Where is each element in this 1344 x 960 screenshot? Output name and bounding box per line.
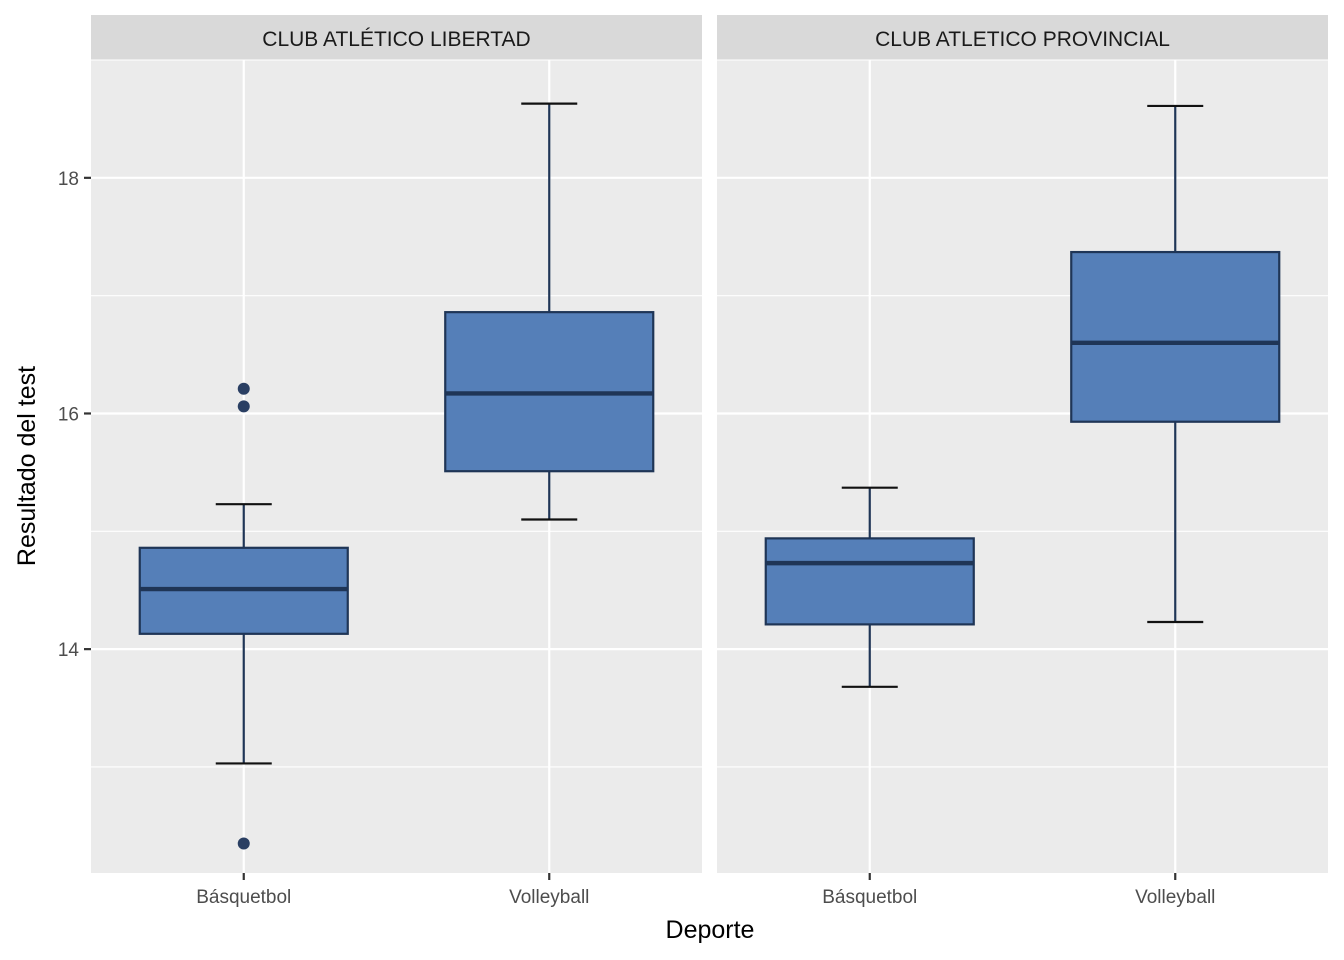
y-tick-label: 14 xyxy=(58,640,80,661)
box-iqr xyxy=(764,537,975,626)
facet-strip xyxy=(91,15,702,60)
facet-panel: CLUB ATLÉTICO LIBERTAD Básquetbol Volleyba… xyxy=(91,15,702,908)
x-tick-label: Volleyball xyxy=(509,887,589,908)
panel-background xyxy=(717,60,1328,873)
facet-panels: CLUB ATLÉTICO LIBERTAD Básquetbol Volleyba… xyxy=(91,15,1328,908)
x-axis-title: Deporte xyxy=(666,916,755,944)
facet-strip xyxy=(717,15,1328,60)
x-tick-label: Volleyball xyxy=(1135,887,1215,908)
facet-panel: CLUB ATLETICO PROVINCIAL Básquetbol Volley… xyxy=(717,15,1328,908)
box xyxy=(138,382,349,850)
x-tick-label: Básquetbol xyxy=(822,887,917,908)
outlier-point xyxy=(237,837,250,850)
y-tick-label: 18 xyxy=(58,169,79,190)
box xyxy=(1070,104,1281,624)
outlier-point xyxy=(237,400,250,413)
box xyxy=(764,486,975,688)
x-tick-label: Básquetbol xyxy=(196,887,291,908)
box-iqr xyxy=(1070,250,1281,423)
facet-title: CLUB ATLÉTICO LIBERTAD xyxy=(262,28,530,51)
y-axis: 14 16 18 xyxy=(58,169,91,661)
y-tick-label: 16 xyxy=(58,404,79,425)
y-axis-title: Resultado del test xyxy=(13,366,41,566)
facet-title: CLUB ATLETICO PROVINCIAL xyxy=(875,28,1170,51)
outlier-point xyxy=(237,382,250,395)
box xyxy=(444,102,655,521)
